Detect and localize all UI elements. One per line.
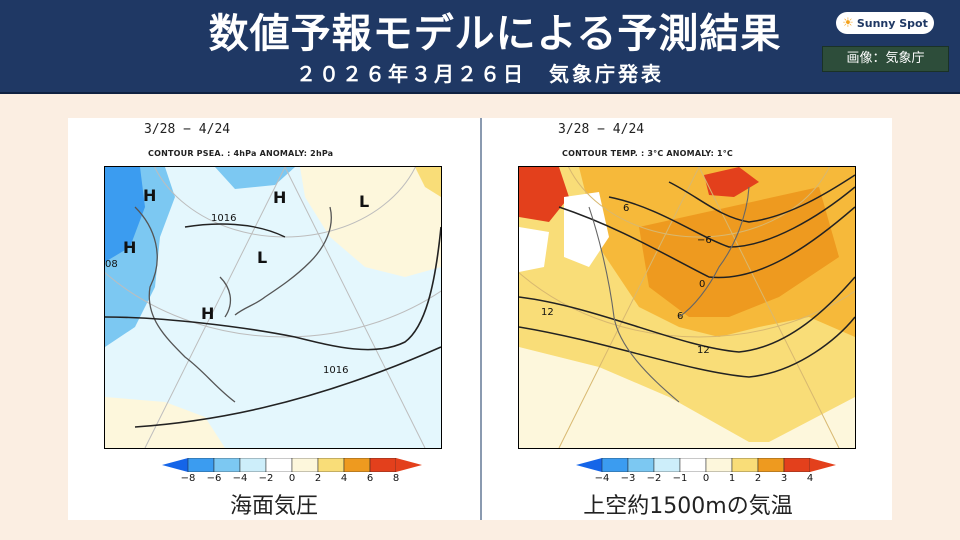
panel-divider bbox=[480, 118, 482, 520]
pressure-colorbar-ticks: −8 −6 −4 −2 0 2 4 6 8 bbox=[162, 473, 422, 487]
neutral-anomaly-south bbox=[519, 347, 749, 442]
low-pressure-label-1: L bbox=[359, 192, 369, 211]
isobar-1020 bbox=[134, 346, 441, 428]
pressure-panel: 3/28 − 4/24 CONTOUR PSEA. : 4hPa ANOMALY… bbox=[68, 118, 480, 520]
colorbar-tick: −6 bbox=[206, 473, 222, 484]
temperature-map-caption: 上空約1500mの気温 bbox=[583, 494, 793, 519]
isotherm-label-6b: 6 bbox=[623, 203, 629, 214]
isobar-1016 bbox=[105, 226, 441, 351]
colorbar-tick: 4 bbox=[806, 473, 814, 484]
positive-anomaly-strong bbox=[415, 167, 441, 197]
negative-anomaly-north bbox=[215, 167, 295, 189]
temperature-panel: 3/28 − 4/24 CONTOUR TEMP. : 3°C ANOMALY:… bbox=[482, 118, 894, 520]
positive-anomaly-area bbox=[300, 167, 441, 277]
coastline-korea bbox=[219, 276, 232, 318]
temperature-colorbar bbox=[576, 458, 836, 472]
colorbar-tick: −4 bbox=[594, 473, 610, 484]
map-contour-label: CONTOUR TEMP. : 3°C ANOMALY: 1°C bbox=[562, 149, 733, 158]
hot-anomaly-west bbox=[519, 167, 569, 222]
high-pressure-label-1: H bbox=[143, 186, 156, 205]
colorbar-tick: 0 bbox=[288, 473, 296, 484]
isobar-label-1016-b: 1016 bbox=[323, 365, 348, 376]
header-banner: 数値予報モデルによる予測結果 ２０２６年３月２６日 気象庁発表 ☀ Sunny … bbox=[0, 0, 960, 94]
pressure-map-svg: H H H H L L 1016 1016 08 bbox=[105, 167, 441, 448]
map-date-range: 3/28 − 4/24 bbox=[144, 122, 231, 137]
pressure-map: H H H H L L 1016 1016 08 bbox=[104, 166, 442, 449]
hot-anomaly-north bbox=[704, 167, 759, 197]
temperature-map-svg: 12 12 6 0 −6 6 bbox=[519, 167, 855, 448]
map-contour-label: CONTOUR PSEA. : 4hPa ANOMALY: 2hPa bbox=[148, 149, 334, 158]
colorbar-tick: 0 bbox=[702, 473, 710, 484]
isobar-label-1016-a: 1016 bbox=[211, 213, 236, 224]
isotherm-label-12a: 12 bbox=[541, 307, 554, 318]
colorbar-tick: 1 bbox=[728, 473, 736, 484]
isobar-label-08: 08 bbox=[105, 259, 118, 270]
isotherm-label-neg6: −6 bbox=[697, 235, 712, 246]
colorbar-tick: −3 bbox=[620, 473, 636, 484]
sun-icon: ☀ bbox=[842, 15, 854, 31]
colorbar-tick: 3 bbox=[780, 473, 788, 484]
temperature-map: 12 12 6 0 −6 6 bbox=[518, 166, 856, 449]
colorbar-tick: 8 bbox=[392, 473, 400, 484]
low-pressure-label-2: L bbox=[257, 248, 267, 267]
coastline-japan bbox=[234, 206, 332, 316]
colorbar-tick: 4 bbox=[340, 473, 348, 484]
isotherms bbox=[519, 174, 855, 378]
colorbar-tick: −4 bbox=[232, 473, 248, 484]
logo-text: Sunny Spot bbox=[856, 16, 928, 30]
pressure-map-caption: 海面気圧 bbox=[229, 494, 318, 519]
colorbar-tick: 6 bbox=[366, 473, 374, 484]
coastline-mainland bbox=[134, 206, 236, 403]
colorbar-tick: −8 bbox=[180, 473, 196, 484]
isotherm-label-12b: 12 bbox=[697, 345, 710, 356]
high-pressure-label-4: H bbox=[201, 304, 214, 323]
page-subtitle: ２０２６年３月２６日 気象庁発表 bbox=[296, 62, 664, 86]
colorbar-tick: −2 bbox=[646, 473, 662, 484]
map-date-range: 3/28 − 4/24 bbox=[558, 122, 645, 137]
page-title: 数値予報モデルによる予測結果 bbox=[208, 11, 782, 57]
isobar-north bbox=[184, 223, 286, 238]
high-pressure-label-2: H bbox=[273, 188, 286, 207]
warm-anomaly-3 bbox=[639, 187, 839, 317]
isotherm-label-0: 0 bbox=[699, 279, 705, 290]
pressure-colorbar bbox=[162, 458, 422, 472]
coastline-japan bbox=[678, 186, 750, 318]
colorbar-tick: −1 bbox=[672, 473, 688, 484]
colorbar-tick: 2 bbox=[314, 473, 322, 484]
missing-data-2 bbox=[519, 227, 549, 272]
coastline-mainland bbox=[588, 206, 680, 403]
colorbar-tick: 2 bbox=[754, 473, 762, 484]
negative-anomaly-strong bbox=[105, 167, 145, 262]
missing-data-1 bbox=[564, 192, 609, 267]
high-pressure-label-3: H bbox=[123, 238, 136, 257]
temperature-colorbar-ticks: −4 −3 −2 −1 0 1 2 3 4 bbox=[576, 473, 836, 487]
image-credit: 画像：気象庁 bbox=[822, 46, 949, 72]
colorbar-tick: −2 bbox=[258, 473, 274, 484]
positive-anomaly-south bbox=[105, 397, 225, 448]
sunny-spot-logo: ☀ Sunny Spot bbox=[836, 12, 934, 34]
